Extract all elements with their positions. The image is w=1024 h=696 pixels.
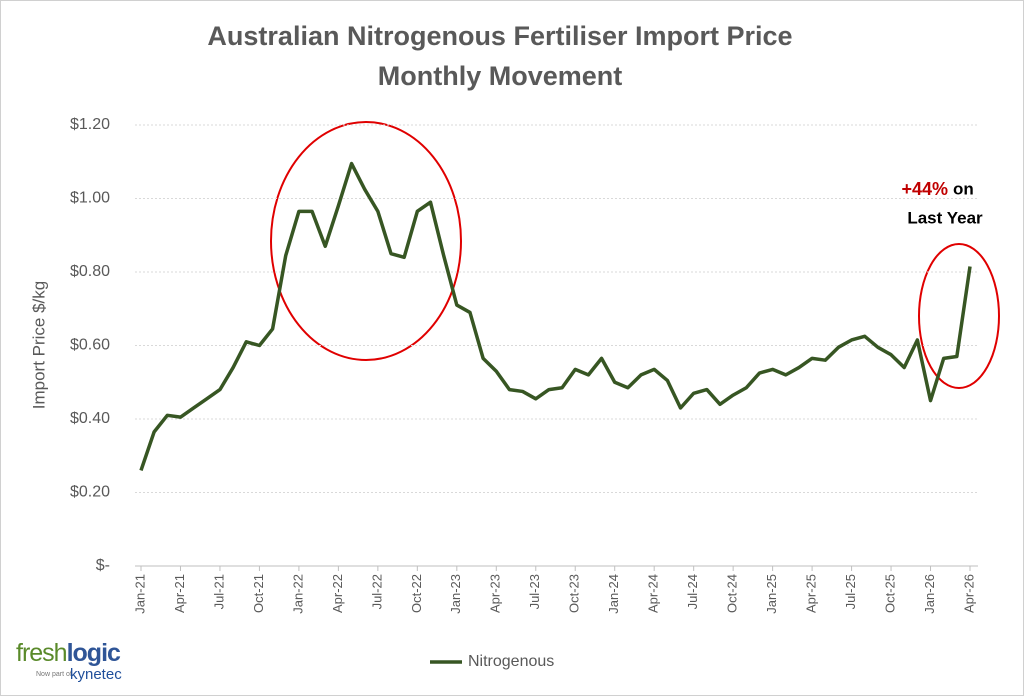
logo-text: logic (67, 639, 121, 667)
x-tick-label: Oct-25 (882, 574, 897, 613)
y-tick-label: $0.80 (70, 263, 110, 280)
x-tick-label: Jan-25 (764, 574, 779, 614)
y-tick-label: $1.00 (70, 190, 110, 207)
highlight-ellipse (270, 121, 462, 361)
y-tick-label: $0.20 (70, 484, 110, 501)
x-tick-label: Jul-23 (527, 574, 542, 609)
x-tick-label: Oct-22 (409, 574, 424, 613)
x-tick-label: Jan-26 (922, 574, 937, 614)
x-tick-label: Oct-23 (567, 574, 582, 613)
x-tick-label: Apr-25 (804, 574, 819, 613)
x-tick-label: Oct-24 (725, 574, 740, 613)
logo: freshlogic Now part of kynetec (16, 639, 122, 683)
x-tick-label: Jan-23 (448, 574, 463, 614)
x-tick-label: Jan-22 (290, 574, 305, 614)
logo-tagline: Now part of (36, 671, 72, 678)
annotation-text: Last Year (907, 208, 983, 227)
x-tick-label: Apr-23 (488, 574, 503, 613)
data-line (139, 161, 972, 472)
x-tick-label: Jul-22 (369, 574, 384, 609)
y-tick-label: $0.40 (70, 410, 110, 427)
x-tick-label: Apr-26 (961, 574, 976, 613)
x-tick-label: Jul-21 (211, 574, 226, 609)
logo-parent: kynetec (70, 666, 122, 683)
x-tick-label: Apr-24 (646, 574, 661, 613)
chart-subtitle: Monthly Movement (378, 61, 623, 91)
x-tick-label: Jan-21 (132, 574, 147, 614)
logo-text: fresh (16, 639, 67, 667)
highlight-ellipse (918, 243, 1000, 389)
logo-text: freshlogic (16, 639, 121, 667)
y-tick-label: $0.60 (70, 337, 110, 354)
y-tick-label: $1.20 (70, 116, 110, 133)
x-tick-label: Jul-24 (685, 574, 700, 609)
x-tick-label: Jul-25 (843, 574, 858, 609)
chart-title: Australian Nitrogenous Fertiliser Import… (207, 21, 792, 51)
annotation-text: on (953, 179, 974, 198)
x-tick-label: Oct-21 (251, 574, 266, 613)
annotation-highlight: +44% (901, 179, 948, 199)
x-tick-label: Jan-24 (606, 574, 621, 614)
y-axis-label: Import Price $/kg (29, 281, 48, 410)
y-tick-label: $- (96, 557, 110, 574)
legend-label: Nitrogenous (468, 653, 554, 670)
x-tick-label: Apr-22 (330, 574, 345, 613)
x-tick-label: Apr-21 (172, 574, 187, 613)
